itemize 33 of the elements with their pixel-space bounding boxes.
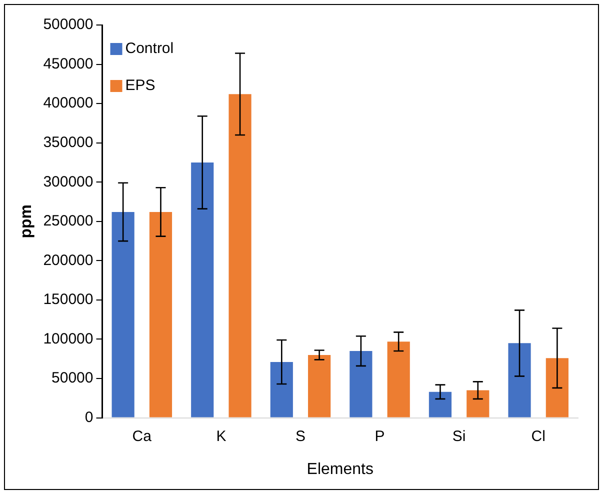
y-tick-label: 0	[84, 408, 94, 426]
y-tick-label: 100000	[43, 330, 94, 348]
y-tick-label: 200000	[43, 252, 94, 269]
y-tick-label: 50000	[52, 370, 94, 387]
y-tick-label: 300000	[43, 173, 94, 190]
y-tick-label: 450000	[43, 55, 94, 72]
y-tick-label: 250000	[43, 212, 94, 230]
x-tick-label: K	[216, 428, 226, 445]
bar	[387, 342, 410, 418]
x-tick-label: P	[374, 428, 385, 445]
bar	[508, 343, 531, 418]
legend-label: Control	[125, 40, 174, 58]
y-tick-label: 350000	[43, 134, 94, 151]
x-tick-label: Si	[452, 428, 466, 445]
y-axis-title: ppm	[18, 204, 36, 238]
legend-label: EPS	[125, 77, 156, 94]
x-tick-label: Cl	[531, 428, 546, 445]
bar	[546, 358, 568, 418]
bar	[466, 390, 490, 418]
y-tick-label: 500000	[43, 16, 94, 34]
y-tick-label: 150000	[43, 291, 94, 308]
bar	[149, 212, 172, 418]
bar	[270, 362, 293, 418]
bar	[428, 392, 452, 418]
y-tick-label: 400000	[43, 94, 94, 112]
bar	[350, 351, 372, 418]
bar	[308, 354, 331, 418]
bar	[112, 212, 134, 418]
x-tick-label: Ca	[132, 428, 152, 445]
x-axis-title: Elements	[306, 460, 374, 478]
bar	[228, 94, 252, 418]
x-tick-label: S	[295, 428, 306, 445]
bar	[191, 162, 214, 418]
